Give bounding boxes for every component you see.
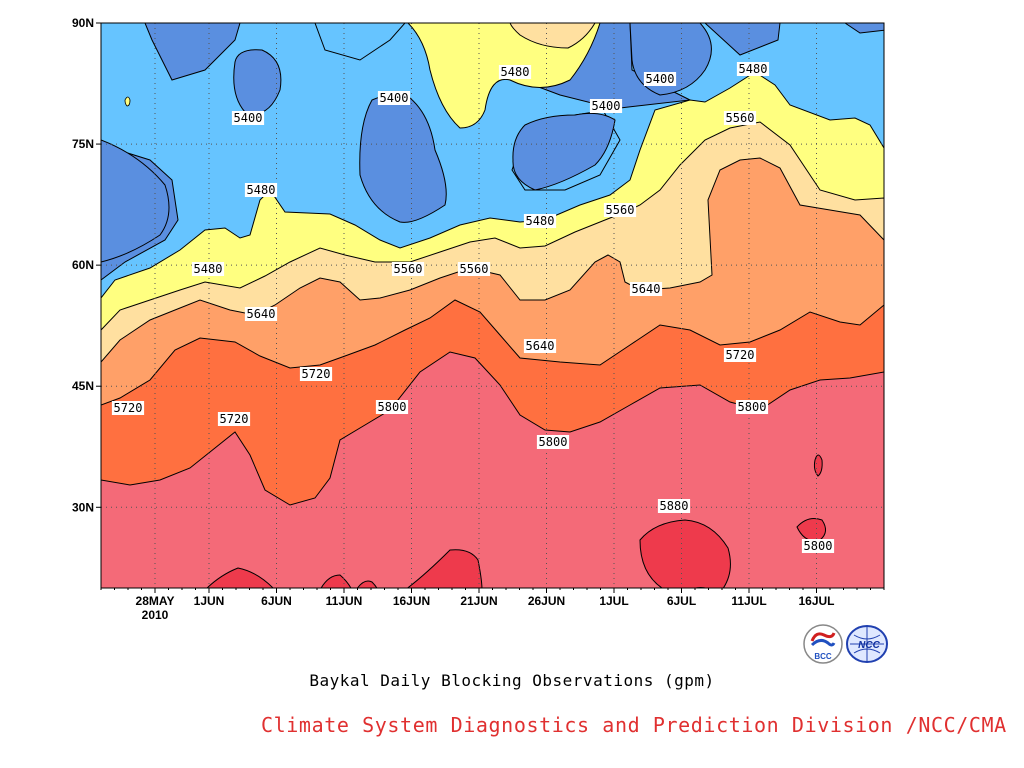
ncc-logo-text: NCC xyxy=(858,640,880,651)
tiny-yellow-spot xyxy=(124,96,131,107)
x-tick-label: 16JUL xyxy=(798,594,834,608)
contour-label: 5880 xyxy=(660,499,689,513)
contour-label-bg xyxy=(629,282,663,296)
contour-label-bg xyxy=(231,111,265,125)
contour-label-bg xyxy=(801,539,835,553)
contour-label: 5800 xyxy=(539,435,568,449)
x-tick-label: 26JUN xyxy=(528,594,565,608)
contour-label-bg xyxy=(191,262,225,276)
island-5400-c xyxy=(512,112,616,191)
contour-label: 5720 xyxy=(726,348,755,362)
x-tick-label: 28MAY xyxy=(136,594,175,608)
band-above-5880-g xyxy=(356,580,378,588)
contour-label: 5640 xyxy=(247,307,276,321)
contour-label-bg xyxy=(723,348,757,362)
contour-label: 5640 xyxy=(526,339,555,353)
contour-labels: 5400 5400 5480 5400 5400 5480 5480 5480 5560 5480… xyxy=(111,62,835,553)
contour-label: 5560 xyxy=(726,111,755,125)
grid xyxy=(101,23,884,588)
contour-label-bg xyxy=(244,307,278,321)
y-axis: 90N 75N 60N 45N 30N xyxy=(72,16,101,514)
contour-label-bg xyxy=(536,435,570,449)
contour-label-bg xyxy=(299,367,333,381)
band-above-5880-a xyxy=(639,519,731,588)
contour-label: 5400 xyxy=(234,111,263,125)
contour-label-bg xyxy=(391,262,425,276)
contour-label-bg xyxy=(111,401,145,415)
bcc-logo-icon: BCC xyxy=(803,624,843,664)
band-above-5880-c xyxy=(813,454,823,477)
contour-label: 5640 xyxy=(632,282,661,296)
contour-label: 5560 xyxy=(394,262,423,276)
contour-label: 5400 xyxy=(646,72,675,86)
y-tick-label: 45N xyxy=(72,379,94,393)
contour-label-bg xyxy=(375,400,409,414)
x-tick-label: 11JUL xyxy=(731,594,766,608)
y-tick-label: 60N xyxy=(72,258,94,272)
chart-title: Baykal Daily Blocking Observations (gpm) xyxy=(309,671,715,690)
contour-label: 5400 xyxy=(592,99,621,113)
contour-label-bg xyxy=(523,339,557,353)
contour-label-bg xyxy=(523,214,557,228)
contour-label-bg xyxy=(657,499,691,513)
y-tick-label: 90N xyxy=(72,16,94,30)
x-year-label: 2010 xyxy=(142,608,169,622)
band-above-5880-e xyxy=(206,567,274,588)
contour-label-bg xyxy=(735,400,769,414)
band-above-5880-b xyxy=(796,518,826,542)
contour-label-bg xyxy=(457,262,491,276)
x-tick-label: 11JUN xyxy=(326,594,363,608)
contour-label-bg xyxy=(603,203,637,217)
credit-line: Climate System Diagnostics and Predictio… xyxy=(261,713,1007,737)
contour-label: 5560 xyxy=(460,262,489,276)
contour-label-bg xyxy=(736,62,770,76)
contour-label-bg xyxy=(723,111,757,125)
x-tick-label: 1JUL xyxy=(599,594,628,608)
contour-label: 5720 xyxy=(114,401,143,415)
contour-label: 5720 xyxy=(220,412,249,426)
contour-label: 5800 xyxy=(738,400,767,414)
contour-label: 5480 xyxy=(501,65,530,79)
ncc-logo-icon: NCC xyxy=(846,625,888,663)
contour-label: 5720 xyxy=(302,367,331,381)
bcc-logo-text: BCC xyxy=(814,652,832,661)
y-tick-label: 30N xyxy=(72,500,94,514)
contour-label: 5800 xyxy=(378,400,407,414)
contour-label: 5480 xyxy=(194,262,223,276)
contour-label-bg xyxy=(589,99,623,113)
contour-label: 5480 xyxy=(247,183,276,197)
contour-label-bg xyxy=(643,72,677,86)
contour-label: 5480 xyxy=(526,214,555,228)
x-tick-label: 1JUN xyxy=(194,594,225,608)
island-5400-e xyxy=(101,139,170,263)
contour-label-bg xyxy=(498,65,532,79)
x-tick-label: 16JUN xyxy=(393,594,430,608)
contour-label-bg xyxy=(377,91,411,105)
plot-area xyxy=(101,23,884,588)
band-above-5880-f xyxy=(320,574,352,588)
x-tick-label: 6JUL xyxy=(667,594,696,608)
contour-label: 5480 xyxy=(739,62,768,76)
contour-label: 5560 xyxy=(606,203,635,217)
x-tick-label: 21JUN xyxy=(460,594,497,608)
y-tick-label: 75N xyxy=(72,137,94,151)
band-above-5880-d xyxy=(406,549,483,588)
x-tick-label: 6JUN xyxy=(261,594,292,608)
contour-label: 5800 xyxy=(804,539,833,553)
island-5400-a xyxy=(233,49,282,115)
band-5560-top xyxy=(509,23,596,49)
contour-label-bg xyxy=(244,183,278,197)
contour-label-bg xyxy=(217,412,251,426)
contour-label: 5400 xyxy=(380,91,409,105)
